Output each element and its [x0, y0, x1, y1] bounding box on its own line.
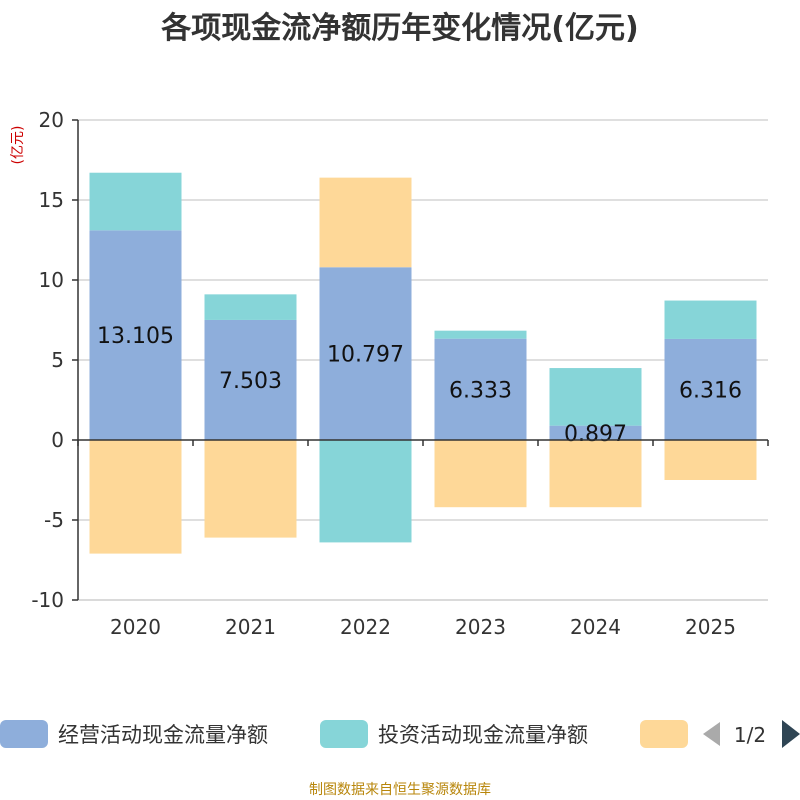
- bar-series2-2022: [319, 177, 412, 268]
- x-tick-label-2021: 2021: [225, 615, 276, 639]
- bars: [89, 172, 757, 554]
- x-tick-label-2025: 2025: [685, 615, 736, 639]
- y-tick-label: 20: [39, 108, 64, 132]
- bar-series1-2023: [434, 330, 527, 339]
- bar-series0-2022: [319, 267, 412, 440]
- bar-series2-2021: [204, 440, 297, 538]
- source-note: 制图数据来自恒生聚源数据库: [309, 782, 491, 798]
- bar-series1-2024: [549, 368, 642, 426]
- y-tick-label: 5: [51, 348, 64, 372]
- x-tick-label-2024: 2024: [570, 615, 621, 639]
- bar-series2-2023: [434, 440, 527, 508]
- y-tick-label: 15: [39, 188, 64, 212]
- bar-series0-2023: [434, 338, 527, 440]
- x-tick-label-2020: 2020: [110, 615, 161, 639]
- y-tick-label: -10: [31, 588, 64, 612]
- legend-next-page-icon[interactable]: [782, 720, 800, 748]
- data-labels: 13.105 7.503 10.797 6.333 0.897 6.316: [97, 324, 742, 447]
- bar-series2-2024: [549, 440, 642, 508]
- bar-series0-2020: [89, 230, 182, 440]
- bar-series1-2022: [319, 440, 412, 543]
- data-label-2020: 13.105: [97, 324, 174, 349]
- bar-series0-2025: [664, 338, 757, 440]
- data-label-2021: 7.503: [219, 369, 282, 394]
- data-label-2022: 10.797: [327, 343, 404, 368]
- bar-series2-2020: [89, 440, 182, 554]
- bar-series0-2021: [204, 319, 297, 440]
- data-label-2023: 6.333: [449, 378, 512, 403]
- legend-label-1[interactable]: 投资活动现金流量净额: [378, 723, 588, 747]
- chart-title: 各项现金流净额历年变化情况(亿元): [160, 11, 638, 46]
- x-tick-label-2022: 2022: [340, 615, 391, 639]
- legend-swatch-1[interactable]: [320, 720, 368, 748]
- legend: 经营活动现金流量净额 投资活动现金流量净额 1/2: [0, 720, 800, 748]
- bar-series2-2025: [664, 440, 757, 480]
- legend-prev-page-icon[interactable]: [703, 722, 720, 746]
- y-tick-label: -5: [44, 508, 64, 532]
- legend-swatch-2[interactable]: [640, 720, 688, 748]
- y-tick-label: 0: [51, 428, 64, 452]
- bar-series1-2021: [204, 294, 297, 320]
- y-tick-label: 10: [39, 268, 64, 292]
- bar-series1-2020: [89, 172, 182, 231]
- data-label-2024: 0.897: [564, 422, 627, 447]
- bar-series1-2025: [664, 300, 757, 339]
- data-label-2025: 6.316: [679, 378, 742, 403]
- y-axis-unit-label: (亿元): [10, 126, 26, 165]
- legend-page-indicator: 1/2: [734, 723, 766, 747]
- legend-swatch-0[interactable]: [0, 720, 48, 748]
- legend-label-0[interactable]: 经营活动现金流量净额: [58, 723, 268, 747]
- bar-series0-2024: [549, 425, 642, 440]
- gridlines: [78, 119, 768, 601]
- x-tick-label-2023: 2023: [455, 615, 506, 639]
